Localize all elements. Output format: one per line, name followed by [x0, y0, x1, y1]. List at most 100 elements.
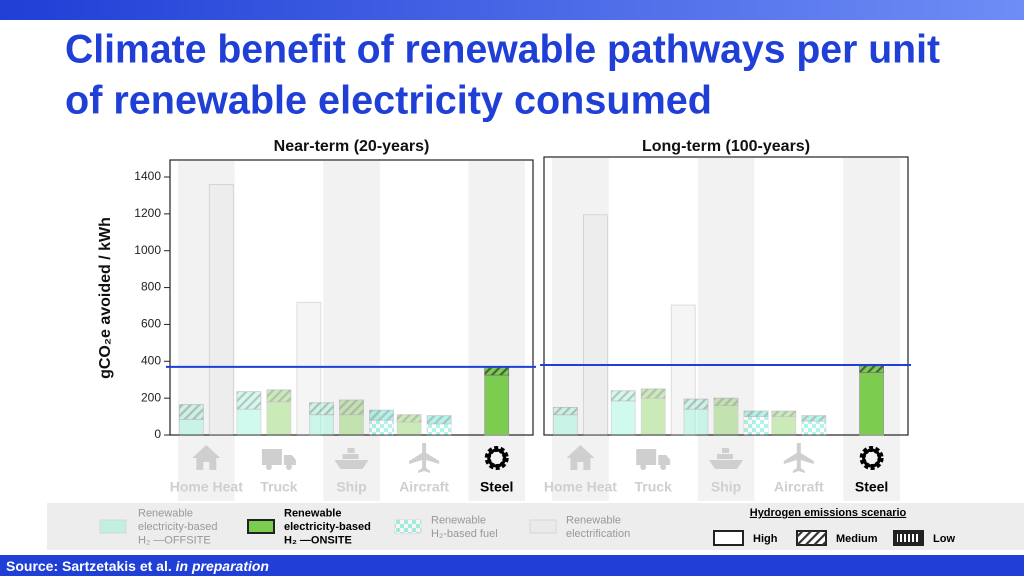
bar	[339, 414, 364, 436]
bar-group	[208, 183, 234, 436]
legend-label-line: H₂ —ONSITE	[284, 534, 352, 546]
legend-swatch-group	[529, 519, 557, 534]
legend-label-line: H₂ —OFFSITE	[138, 534, 211, 546]
bar-hatch-overlay	[427, 415, 452, 424]
category-label: Truck	[635, 479, 673, 495]
bar-group	[369, 409, 394, 436]
bar-group	[178, 404, 204, 436]
bar-pattern	[369, 420, 394, 435]
icon-gear	[862, 448, 882, 468]
bar-hatch-overlay	[309, 402, 334, 415]
category-label: Steel	[480, 479, 513, 495]
panel-title: Long-term (100-years)	[642, 138, 810, 155]
legend-label-line: Renewable	[431, 514, 486, 526]
bar	[484, 374, 510, 436]
category-label: Aircraft	[774, 479, 824, 495]
category-band	[552, 158, 609, 501]
icon-wheel	[285, 464, 292, 470]
category-band	[468, 161, 525, 501]
bar	[771, 416, 797, 436]
bar	[266, 401, 292, 436]
y-tick-label: 600	[141, 317, 161, 331]
legend-label-line: Renewable	[138, 507, 193, 519]
category-label: Ship	[711, 479, 741, 495]
legend-label: Renewable electrification	[566, 514, 630, 540]
legend-band	[47, 503, 1024, 550]
bar-hatch-overlay	[859, 365, 884, 373]
scenario-label: High	[753, 533, 778, 545]
bar-hatch-overlay	[266, 389, 291, 402]
bar-group	[339, 399, 364, 436]
bar	[553, 414, 578, 436]
icon-wheel	[660, 464, 667, 470]
top-banner	[0, 0, 1024, 20]
bar-hatch-overlay	[553, 407, 578, 415]
source-text: Source: Sartzetakis et al.	[6, 558, 172, 574]
bar-group	[801, 415, 827, 436]
bar	[178, 418, 204, 436]
bar	[236, 408, 262, 436]
bar	[610, 400, 636, 436]
scenario-swatch	[713, 530, 744, 546]
source: Source: Sartzetakis et al. in preparatio…	[6, 558, 269, 574]
legend-swatch	[529, 519, 557, 534]
bar	[713, 405, 739, 436]
legend-label-line: electricity-based	[284, 521, 371, 533]
panel-frame	[169, 159, 534, 436]
legend-swatch-group	[247, 519, 275, 534]
source-note: in preparation	[176, 558, 269, 574]
bar-group	[771, 410, 797, 436]
bar-pattern	[744, 416, 768, 435]
bar	[396, 421, 422, 436]
bar-hatch-overlay	[339, 399, 364, 415]
bar-group	[859, 365, 884, 436]
bar	[583, 214, 608, 436]
y-tick-label: 200	[141, 390, 161, 404]
panel-title: Near-term (20-years)	[274, 138, 430, 155]
legend-swatch	[247, 519, 275, 534]
category-label: Aircraft	[399, 479, 449, 495]
footer-band	[0, 555, 1024, 576]
legend-label: Renewable H₂-based fuel	[431, 514, 498, 540]
bar-hatch-overlay	[179, 404, 204, 420]
bar-hatch-overlay	[369, 410, 394, 421]
y-tick-label: 1000	[134, 243, 161, 257]
scenario-swatch-pattern	[797, 531, 826, 545]
legend-label: Renewable electricity-based H₂ —ONSITE	[284, 507, 371, 546]
bar	[208, 183, 234, 436]
bar	[309, 414, 334, 436]
legend-label-line: H₂-based fuel	[431, 528, 498, 540]
category-label: Steel	[855, 479, 888, 495]
y-tick-label: 800	[141, 280, 161, 294]
slide-title: of renewable electricity consumed	[65, 79, 712, 123]
bar-group	[713, 397, 739, 436]
icon-gear	[487, 448, 507, 468]
slide-title: Climate benefit of renewable pathways pe…	[65, 28, 940, 72]
bar	[640, 397, 666, 436]
bar-pattern	[427, 423, 452, 435]
bar-hatch-overlay	[611, 390, 636, 401]
bar-group	[426, 415, 452, 436]
bar	[683, 408, 709, 436]
y-tick-label: 1400	[134, 169, 161, 183]
panel-frame	[543, 156, 909, 436]
y-tick-label: 400	[141, 353, 161, 367]
y-tick-label: 1200	[134, 206, 161, 220]
y-tick-label: 0	[154, 427, 161, 441]
category-label: Home Heat	[170, 479, 243, 495]
category-label: Home Heat	[544, 479, 617, 495]
bar-hatch-overlay	[801, 415, 826, 422]
bar-group	[484, 366, 510, 436]
bar-group	[610, 390, 636, 436]
bar-group	[670, 304, 696, 436]
bar-group	[236, 391, 262, 436]
bar-hatch-overlay	[236, 391, 261, 410]
scenario-swatch-pattern	[897, 534, 920, 542]
icon-ship	[709, 448, 743, 469]
icon-house	[566, 445, 595, 470]
icon-wheel	[265, 464, 272, 470]
bar-hatch-overlay	[484, 366, 509, 376]
legend-swatch	[99, 519, 127, 534]
